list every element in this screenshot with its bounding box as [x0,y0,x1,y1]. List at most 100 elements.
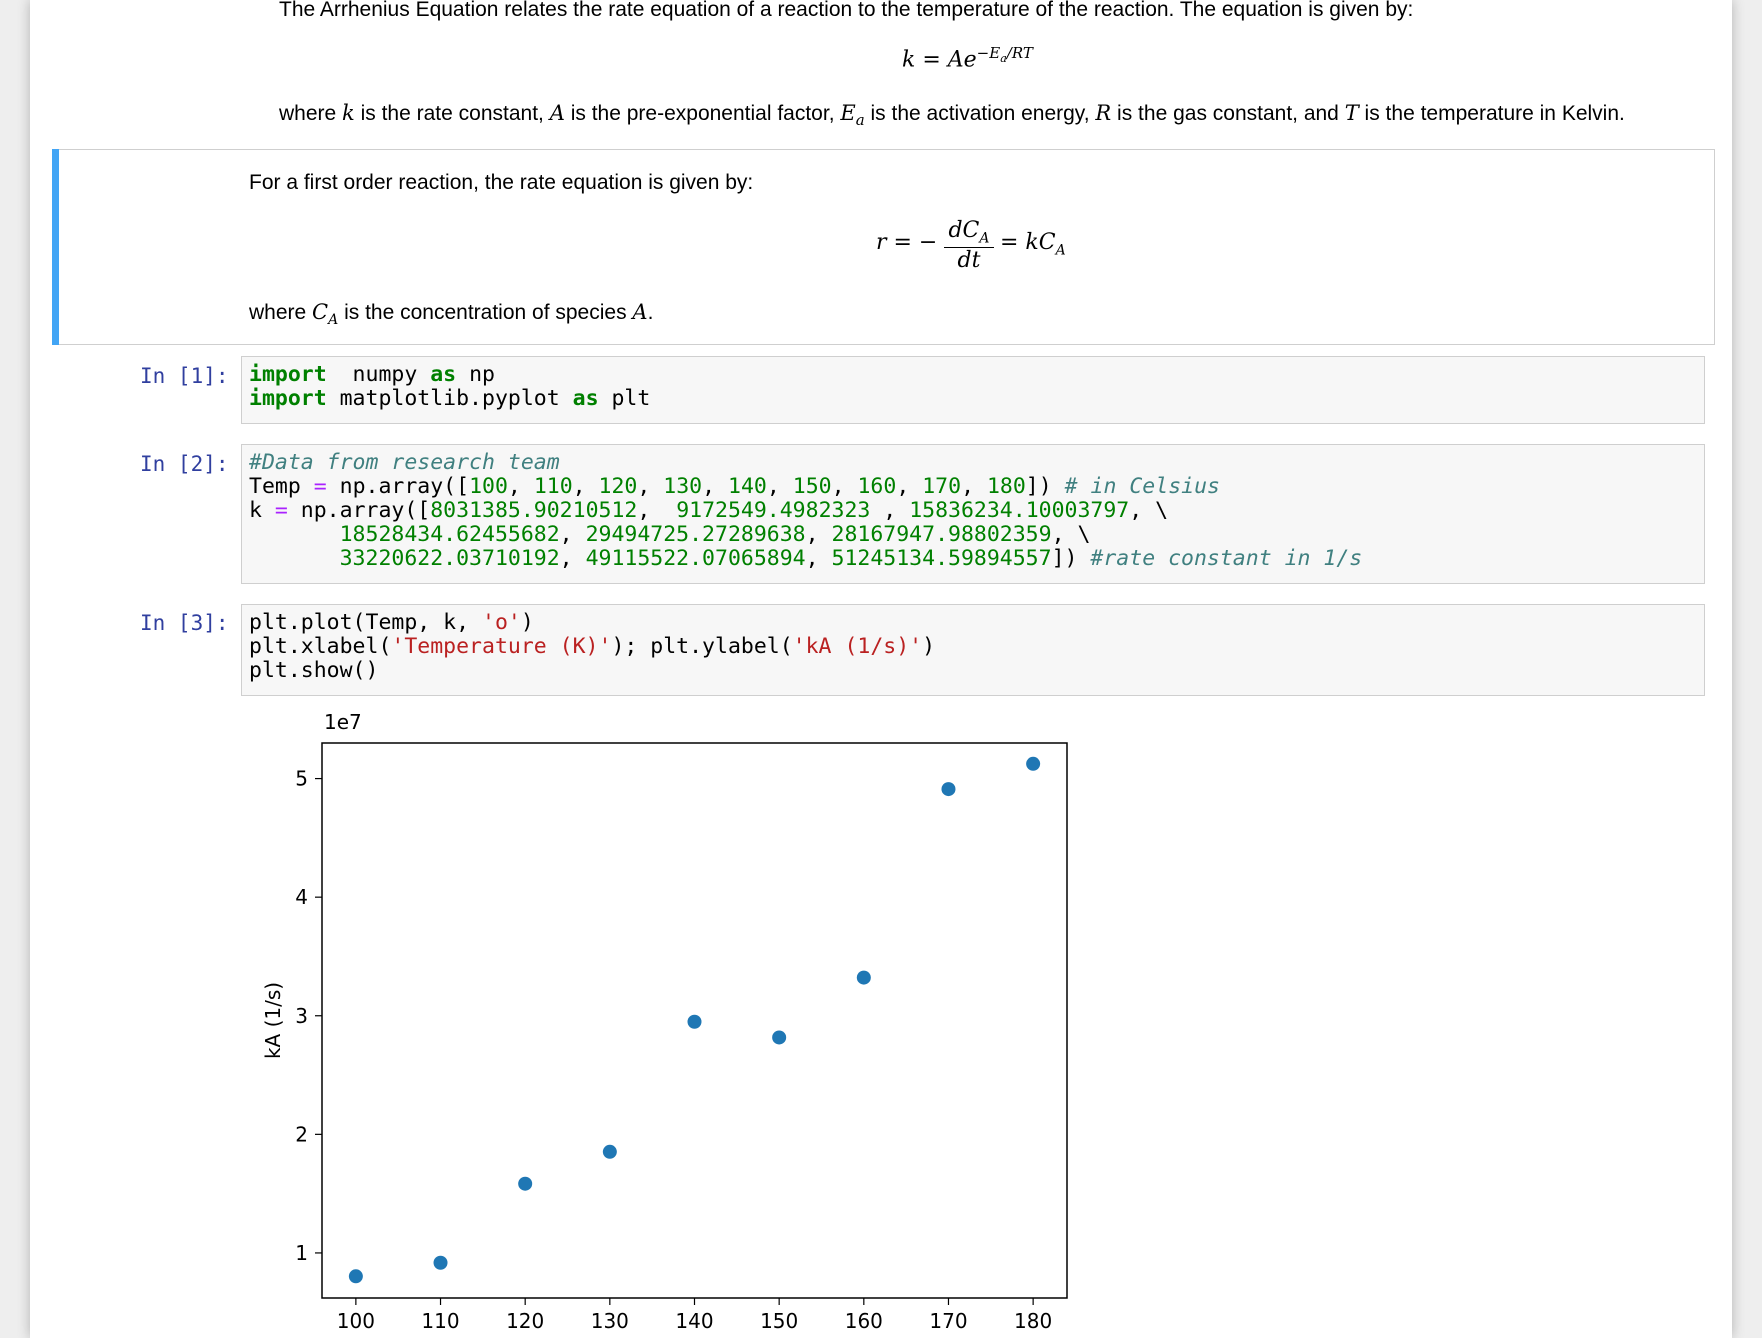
code-token: 'Temperature (K)' [391,634,612,659]
y-axis-label: kA (1/s) [261,982,285,1059]
code-cell-1[interactable]: import numpy as np import matplotlib.pypl… [241,356,1705,424]
y-tick-label: 2 [295,1122,308,1146]
code-token: , [766,474,793,499]
y-tick-label: 5 [295,767,308,791]
code-token: 18528434.62455682 [339,522,560,547]
code-token: matplotlib.pyplot [326,386,573,411]
code-token: 120 [598,474,638,499]
code-token: , [831,474,858,499]
y-tick-label: 3 [295,1004,308,1028]
y-tick-label: 4 [295,885,308,909]
code-token: 33220622.03710192 [339,546,560,571]
x-tick-label: 170 [929,1309,967,1333]
x-tick-label: 160 [845,1309,883,1333]
code-token: 150 [792,474,832,499]
rate-equation-lhs: r = − [876,230,938,255]
code-token: numpy [326,362,431,387]
code-line: import numpy as np [249,363,495,387]
code-line: 33220622.03710192, 49115522.07065894, 51… [249,546,1363,571]
code-token: , [805,546,832,571]
code-token: , [637,498,677,523]
code-line: Temp = np.array([100, 110, 120, 130, 140… [249,475,1220,499]
code-token: 'o' [482,610,521,635]
y-multiplier-label: 1e7 [324,710,362,734]
markdown-first-order: For a first order reaction, the rate equ… [249,171,754,194]
code-token: 160 [857,474,897,499]
data-point [772,1030,787,1045]
code-token: , [896,474,923,499]
code-token: 140 [728,474,767,499]
code-token: = [313,474,327,499]
code-token: 49115522.07065894 [585,546,806,571]
code-token: , [572,474,599,499]
y-tick-label: 1 [295,1241,308,1265]
code-token: , [870,498,910,523]
code-token: plt.xlabel( [249,634,392,659]
markdown-where-variables: where k is the rate constant, A is the p… [279,101,1625,130]
code-token: k [249,498,275,523]
code-token: , \ [1129,498,1169,523]
code-cell-3[interactable]: plt.plot(Temp, k, 'o') plt.xlabel('Temper… [241,604,1705,696]
code-token: , [559,522,586,547]
code-token: ) [520,610,534,635]
code-token: , [559,546,586,571]
cell-3-prompt: In [3]: [140,611,229,635]
code-token: ) [922,634,936,659]
code-token: , [507,474,534,499]
code-token: plt [598,386,651,411]
code-line: plt.show() [249,659,378,683]
data-point [518,1176,533,1191]
code-token: #Data from research team [249,450,560,475]
code-token: 28167947.98802359 [831,522,1052,547]
rate-equation-fraction: dCA dt [944,218,994,273]
data-point [1026,756,1041,771]
code-token: np [456,362,495,387]
code-token: np.array([ [287,498,431,523]
code-token: ]) [1051,546,1091,571]
data-point [602,1144,617,1159]
markdown-intro: The Arrhenius Equation relates the rate … [279,0,1414,21]
data-point [856,970,871,985]
code-token: 15836234.10003797 [909,498,1130,523]
code-token: 130 [663,474,703,499]
data-point [941,782,956,797]
code-token: , [637,474,664,499]
code-token: 29494725.27289638 [585,522,806,547]
cell-1-prompt: In [1]: [140,364,229,388]
code-line: k = np.array([8031385.90210512, 9172549.… [249,499,1168,523]
x-tick-label: 100 [337,1309,375,1333]
code-token: import [249,362,327,387]
code-token: = [274,498,288,523]
code-line: plt.plot(Temp, k, 'o') [249,611,534,635]
code-token: as [572,386,599,411]
rate-equation-rhs: = kCA [1000,230,1066,259]
x-tick-label: 120 [506,1309,544,1333]
data-point [348,1269,363,1284]
data-point [433,1255,448,1270]
code-token: 51245134.59894557 [831,546,1052,571]
code-token: , \ [1051,522,1091,547]
code-token: np.array([ [326,474,470,499]
cell-2-prompt: In [2]: [140,452,229,476]
code-token: , [961,474,987,499]
code-token: import [249,386,327,411]
code-token: as [430,362,457,387]
code-token: #rate constant in 1/s [1090,546,1363,571]
code-token: 180 [986,474,1026,499]
x-tick-label: 110 [421,1309,459,1333]
x-tick-label: 150 [760,1309,798,1333]
code-token: 'kA (1/s)' [792,634,923,659]
code-token: 100 [469,474,508,499]
code-token: ); plt.ylabel( [611,634,793,659]
cell-selection-indicator [52,149,59,345]
code-token: # in Celsius [1064,474,1220,499]
code-token: 170 [922,474,962,499]
code-line: plt.xlabel('Temperature (K)'); plt.ylabe… [249,635,935,659]
code-cell-2[interactable]: #Data from research team Temp = np.array(… [241,444,1705,584]
code-token: , [702,474,729,499]
arrhenius-equation: k = Ae−Ea/RT [902,44,1033,73]
x-tick-label: 180 [1014,1309,1052,1333]
code-token: plt.show() [249,658,379,683]
x-tick-label: 130 [591,1309,629,1333]
